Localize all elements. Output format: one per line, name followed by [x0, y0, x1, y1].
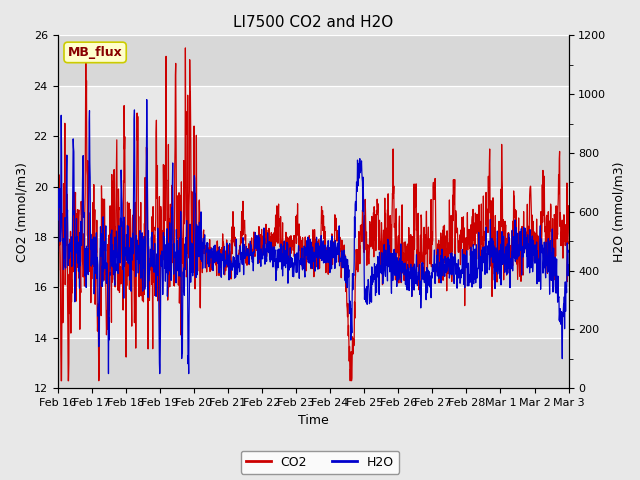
- Legend: CO2, H2O: CO2, H2O: [241, 451, 399, 474]
- Bar: [58, 288, 568, 338]
- Y-axis label: H2O (mmol/m3): H2O (mmol/m3): [612, 162, 625, 262]
- Y-axis label: CO2 (mmol/m3): CO2 (mmol/m3): [15, 162, 28, 262]
- Bar: [58, 237, 568, 288]
- X-axis label: Time: Time: [298, 414, 328, 427]
- Title: LI7500 CO2 and H2O: LI7500 CO2 and H2O: [233, 15, 393, 30]
- Bar: [58, 136, 568, 187]
- Bar: [58, 36, 568, 86]
- Bar: [58, 187, 568, 237]
- Bar: [58, 338, 568, 388]
- Bar: [58, 86, 568, 136]
- Text: MB_flux: MB_flux: [68, 46, 122, 59]
